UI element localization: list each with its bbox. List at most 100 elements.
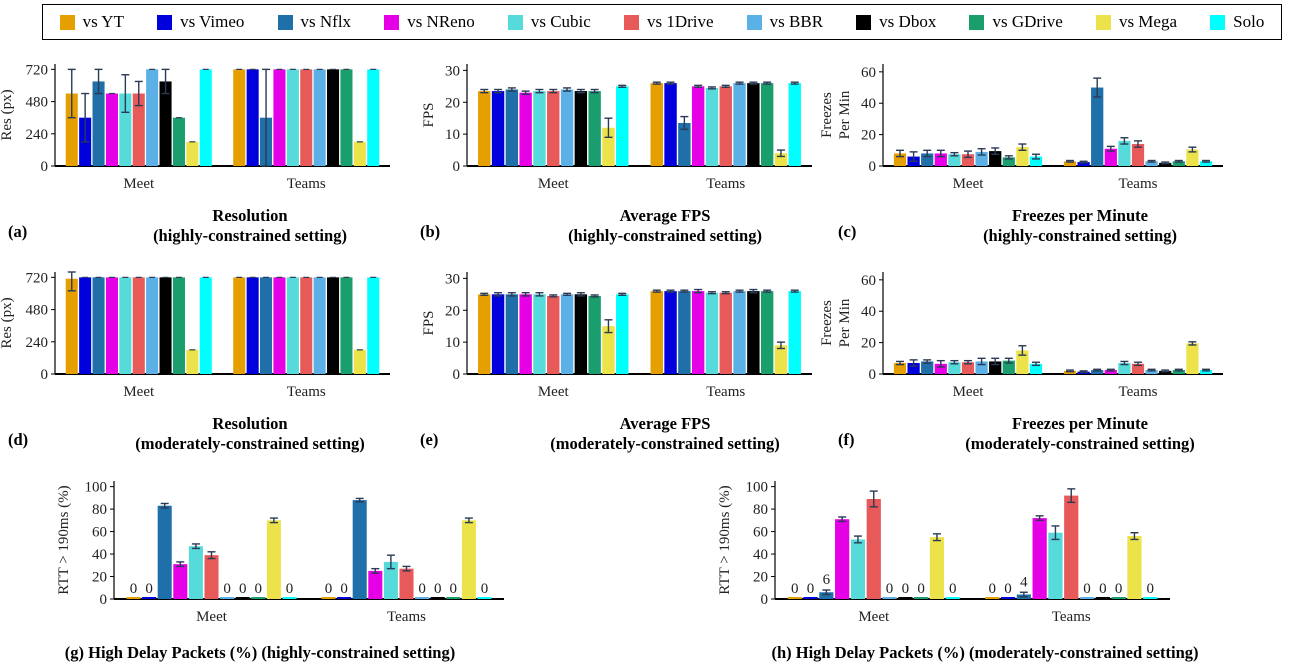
caption-f: Freezes per Minute (moderately-constrain… (915, 414, 1245, 454)
bar (1131, 363, 1145, 374)
bar (1199, 161, 1213, 166)
bar (1077, 162, 1090, 166)
bar (477, 597, 492, 599)
legend-swatch (277, 14, 293, 30)
y-tick-label: 100 (746, 480, 769, 496)
bar (1079, 597, 1095, 599)
y-axis-label: RTT > 190ms (%) (56, 485, 72, 594)
data-label: 0 (1099, 581, 1107, 597)
y-tick-label: 0 (869, 159, 877, 175)
legend-swatch (157, 14, 173, 30)
bar (383, 561, 398, 599)
bar (803, 597, 818, 599)
data-label: 0 (340, 581, 348, 597)
bar (1016, 147, 1029, 166)
y-tick-label: 80 (753, 502, 768, 518)
chart-c: 0 20 40 60 Freezes Per Min Meet Teams (819, 64, 1223, 192)
bar (882, 597, 897, 599)
caption-a: Resolution (highly-constrained setting) (110, 206, 390, 246)
legend-label: vs 1Drive (646, 12, 714, 31)
y-tick-label: 20 (861, 128, 876, 144)
y-tick-label: 40 (861, 96, 876, 112)
bar (186, 349, 199, 374)
bar (985, 597, 1000, 599)
bar (92, 277, 105, 374)
x-category-label: Meet (953, 384, 985, 400)
bar (105, 277, 118, 374)
data-label: 0 (791, 581, 799, 597)
y-tick-label: 60 (753, 525, 768, 541)
y-tick-label: 80 (92, 502, 107, 518)
bar (1048, 532, 1063, 599)
bar (461, 520, 476, 599)
bar (929, 537, 945, 599)
bar (1095, 597, 1110, 599)
y-axis-label: Per Min (837, 90, 853, 139)
bar (146, 69, 159, 166)
bar (733, 291, 746, 374)
legend-swatch (856, 14, 872, 30)
data-label: 0 (325, 581, 333, 597)
bar (126, 597, 141, 599)
bar (1032, 518, 1047, 599)
bar (747, 291, 760, 374)
bar (220, 597, 235, 599)
bar (352, 500, 367, 599)
bar (132, 93, 145, 166)
bar (664, 83, 677, 166)
bar (1091, 87, 1104, 166)
bar (747, 83, 760, 166)
bar (327, 277, 340, 374)
bar (948, 154, 961, 166)
data-label: 6 (823, 572, 831, 588)
bar (893, 363, 907, 374)
bar (246, 69, 259, 166)
bar (282, 597, 297, 599)
legend-swatch (507, 14, 523, 30)
bar (898, 597, 913, 599)
y-tick-label: 20 (92, 570, 107, 586)
caption-g: (g) High Delay Packets (%) (highly-const… (64, 643, 456, 662)
x-category-label: Teams (706, 176, 745, 192)
bar (313, 277, 326, 374)
caption-c: Freezes per Minute (highly-constrained s… (940, 206, 1220, 246)
legend-item: vs 1Drive (623, 12, 714, 32)
y-axis-label: Res (px) (0, 297, 15, 348)
bar (1064, 495, 1079, 599)
y-tick-label: 40 (92, 547, 107, 563)
data-label: 0 (418, 581, 426, 597)
bar (1063, 161, 1077, 166)
bar (547, 91, 560, 166)
bar (616, 294, 629, 374)
bar (602, 326, 615, 374)
bar (1172, 370, 1185, 374)
panel-letter-c: (c) (838, 222, 857, 241)
caption-b: Average FPS (highly-constrained setting) (525, 206, 805, 246)
caption-d: Resolution (moderately-constrained setti… (90, 414, 410, 454)
bar (415, 597, 430, 599)
bar (1000, 597, 1016, 599)
bar (340, 69, 353, 166)
caption-e-title: Average FPS (619, 414, 711, 433)
y-tick-label: 60 (861, 273, 876, 289)
bar (1091, 370, 1104, 374)
bar (650, 291, 663, 374)
bar (1104, 148, 1117, 166)
bar (705, 292, 719, 374)
caption-b-subtitle: (highly-constrained setting) (568, 226, 762, 245)
bar (157, 505, 172, 599)
y-axis-label: Res (px) (0, 89, 15, 140)
y-axis-label: RTT > 190ms (%) (717, 485, 733, 594)
bar (719, 86, 732, 166)
bar (478, 294, 491, 374)
legend-item: vs NReno (384, 12, 475, 32)
bar (204, 555, 219, 599)
data-label: 0 (949, 581, 957, 597)
legend-label: vs Mega (1118, 12, 1178, 31)
bar (1199, 370, 1213, 374)
bar (760, 83, 774, 166)
bar (691, 86, 705, 166)
bar (788, 291, 801, 374)
x-category-label: Meet (858, 609, 890, 625)
